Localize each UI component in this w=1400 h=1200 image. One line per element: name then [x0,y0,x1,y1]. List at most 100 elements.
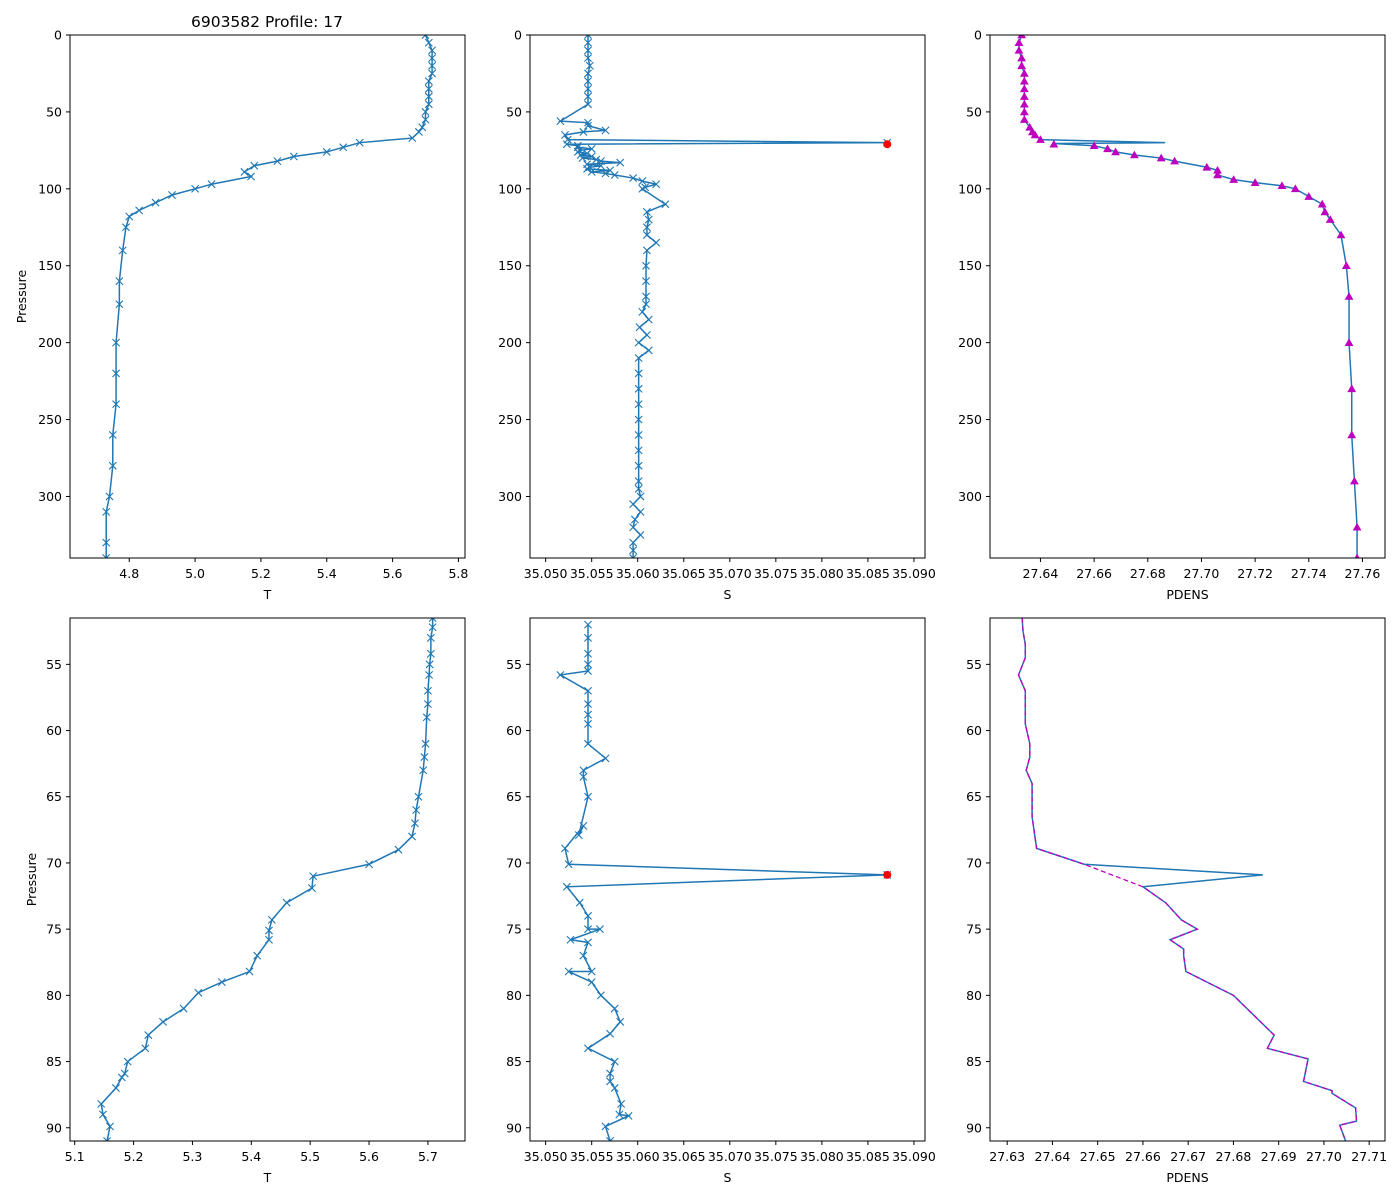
x-marker [578,154,587,163]
x-marker [584,739,592,748]
x-marker [610,1057,619,1066]
triangle-marker [1344,292,1354,300]
x-marker [421,35,430,39]
figure-title: 6903582 Profile: 17 [191,13,343,31]
y-tick-label: 80 [506,988,522,1003]
x-marker [606,1137,615,1141]
x-tick-label: 27.63 [989,1149,1025,1164]
y-tick-label: 55 [46,657,62,672]
triangle-marker [1017,35,1027,39]
x-marker [584,118,592,127]
y-tick-label: 85 [966,1054,982,1069]
x-marker [634,461,643,470]
x-marker [634,369,643,378]
triangle-marker [1320,207,1330,216]
chart-top-salinity: 35.050 35.055 35.060 35.065 35.070 35.075 35.0… [498,28,936,603]
x-marker [642,261,651,270]
x-marker [587,967,596,976]
x-marker [584,649,592,658]
x-marker [339,143,348,152]
x-marker [421,739,430,748]
x-marker [108,461,117,470]
x-tick-label: 35.070 [708,566,752,581]
x-marker [562,140,571,149]
y-tick-label: 0 [54,28,62,43]
x-marker [584,719,592,728]
x-tick-label: 35.070 [708,1149,752,1164]
x-marker [644,346,653,355]
y-tick-label: 70 [506,855,522,870]
x-marker [642,292,651,301]
x-tick-label: 5.3 [182,1149,202,1164]
y-tick-label: 55 [966,657,982,672]
x-marker [112,369,121,378]
x-marker [428,61,437,70]
x-tick-label: 27.64 [1023,566,1059,581]
x-marker [629,174,638,183]
x-marker [424,92,433,101]
y-tick-label: 80 [966,988,982,1003]
axes-frame [69,617,466,1142]
x-marker [642,207,651,216]
x-marker [596,161,605,170]
x-axis-label: T [263,1170,272,1185]
x-marker [634,338,643,347]
x-tick-label: 5.0 [185,566,205,581]
x-tick-label: 5.1 [65,1149,85,1164]
x-marker [424,38,433,47]
plot-area [1014,35,1362,558]
y-tick-label: 150 [958,258,982,273]
x-marker [556,117,565,126]
y-tick-label: 50 [506,104,522,119]
y-tick-label: 250 [38,412,62,427]
plot-area [97,618,437,1141]
triangle-marker [1017,61,1027,70]
x-marker [97,1099,106,1108]
x-marker [123,1057,132,1066]
x-tick-label: 5.5 [300,1149,320,1164]
triangle-marker [1049,139,1059,148]
x-tick-label: 27.66 [1125,1149,1161,1164]
x-marker [616,158,625,167]
triangle-marker [1030,130,1040,139]
x-tick-label: 5.2 [124,1149,144,1164]
chart-bottom-temperature: 5.1 5.2 5.3 5.4 5.5 5.6 5.7 55 60 65 70 75 80 85 90 T Pr… [24,617,466,1185]
x-marker [125,212,134,221]
triangle-marker [1156,153,1166,162]
x-marker [601,126,610,135]
x-tick-label: 27.68 [1130,566,1166,581]
x-marker [422,713,431,722]
x-tick-label: 35.050 [524,1149,568,1164]
x-marker [421,115,430,124]
x-marker [428,54,437,63]
x-marker [579,766,588,775]
flagged-point [883,870,892,879]
x-marker [638,184,647,193]
x-marker [240,167,249,176]
y-tick-label: 0 [974,28,982,43]
y-tick-label: 70 [46,855,62,870]
x-marker [610,170,619,179]
series-line-t [100,618,434,1141]
x-marker [584,100,592,109]
y-tick-label: 55 [506,657,522,672]
y-tick-label: 85 [46,1054,62,1069]
plot-area [102,35,437,558]
x-marker [601,754,610,763]
x-marker [616,1017,625,1026]
axes-frame [989,617,1386,1142]
triangle-marker [1229,175,1239,183]
x-marker [601,1122,610,1131]
triangle-marker [1129,150,1139,159]
x-marker [573,141,582,150]
x-marker [289,152,298,161]
x-marker [584,792,592,801]
x-marker [273,157,282,166]
x-marker [579,772,588,781]
x-tick-label: 27.74 [1291,566,1327,581]
axes-frame [529,34,926,559]
x-marker [584,38,592,47]
x-marker [584,35,592,39]
x-marker [634,400,643,409]
x-tick-label: 35.065 [662,1149,706,1164]
